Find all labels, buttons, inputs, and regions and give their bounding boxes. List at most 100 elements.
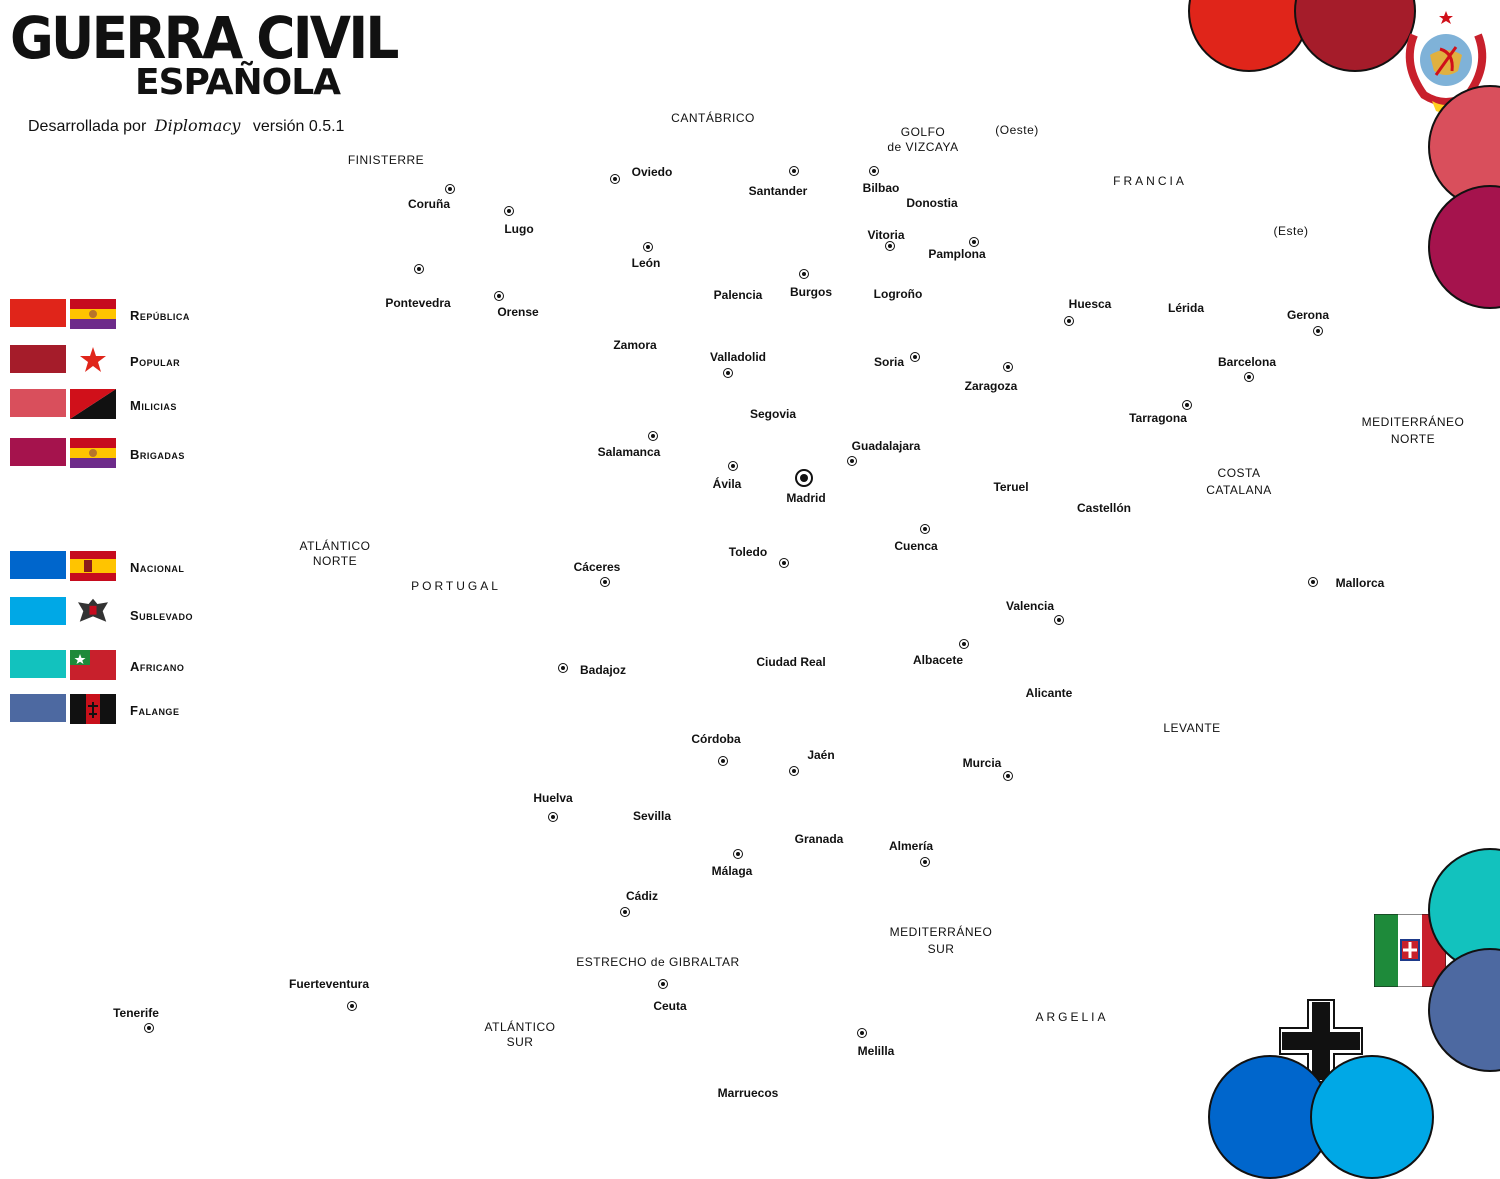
city-label[interactable]: Valladolid [709, 350, 767, 364]
city-label[interactable]: Coruña [408, 197, 450, 211]
city-label[interactable]: Sevilla [632, 809, 672, 823]
city-marker[interactable] [920, 524, 930, 534]
city-label[interactable]: Logroño [873, 287, 923, 301]
city-label[interactable]: Huelva [533, 791, 573, 805]
city-label[interactable]: Zamora [613, 338, 657, 352]
city-marker[interactable] [959, 639, 969, 649]
city-label[interactable]: Zaragoza [964, 379, 1018, 393]
capital-marker[interactable] [795, 469, 813, 487]
city-marker[interactable] [648, 431, 658, 441]
city-label[interactable]: Badajoz [579, 663, 627, 677]
city-label[interactable]: Lérida [1167, 301, 1205, 315]
city-label[interactable]: Bilbao [862, 181, 900, 195]
city-label[interactable]: Alicante [1025, 686, 1073, 700]
city-marker[interactable] [969, 237, 979, 247]
city-label[interactable]: Cádiz [625, 889, 659, 903]
city-marker[interactable] [723, 368, 733, 378]
city-marker[interactable] [347, 1001, 357, 1011]
city-label[interactable]: Pontevedra [385, 296, 451, 310]
region-label: MEDITERRÁNEO [889, 925, 993, 939]
city-label[interactable]: Huesca [1068, 297, 1112, 311]
city-marker[interactable] [1308, 577, 1318, 587]
city-label[interactable]: Guadalajara [851, 439, 921, 453]
region-label: de VIZCAYA [887, 140, 959, 154]
city-marker[interactable] [718, 756, 728, 766]
city-label[interactable]: Pamplona [928, 247, 986, 261]
faction-label: Africano [130, 659, 185, 674]
city-label[interactable]: Orense [497, 305, 539, 319]
city-marker[interactable] [658, 979, 668, 989]
city-label[interactable]: Gerona [1286, 308, 1330, 322]
city-label[interactable]: Madrid [786, 491, 826, 505]
city-label[interactable]: Ceuta [653, 999, 687, 1013]
city-label[interactable]: Ávila [712, 477, 742, 491]
city-marker[interactable] [504, 206, 514, 216]
city-label[interactable]: Cuenca [894, 539, 938, 553]
city-label[interactable]: Lugo [504, 222, 534, 236]
city-label[interactable]: León [631, 256, 661, 270]
city-marker[interactable] [885, 241, 895, 251]
city-marker[interactable] [620, 907, 630, 917]
city-label[interactable]: Almería [888, 839, 934, 853]
city-label[interactable]: Fuerteventura [288, 977, 370, 991]
city-label[interactable]: Ciudad Real [756, 655, 826, 669]
game-subtitle: ESPAÑOLA [135, 62, 341, 103]
city-marker[interactable] [1182, 400, 1192, 410]
city-marker[interactable] [857, 1028, 867, 1038]
city-label[interactable]: Donostia [906, 196, 958, 210]
city-marker[interactable] [144, 1023, 154, 1033]
city-marker[interactable] [779, 558, 789, 568]
city-label[interactable]: Tarragona [1129, 411, 1187, 425]
city-marker[interactable] [1003, 362, 1013, 372]
city-label[interactable]: Murcia [962, 756, 1002, 770]
city-label[interactable]: Oviedo [631, 165, 673, 179]
city-marker[interactable] [1003, 771, 1013, 781]
city-label[interactable]: Soria [873, 355, 905, 369]
city-label[interactable]: Santander [748, 184, 808, 198]
city-marker[interactable] [789, 166, 799, 176]
city-marker[interactable] [1064, 316, 1074, 326]
city-label[interactable]: Valencia [1005, 599, 1055, 613]
city-marker[interactable] [445, 184, 455, 194]
city-label[interactable]: Córdoba [691, 732, 741, 746]
city-marker[interactable] [799, 269, 809, 279]
city-label[interactable]: Vitoria [867, 228, 905, 242]
city-label[interactable]: Jaén [807, 748, 835, 762]
city-label[interactable]: Palencia [713, 288, 763, 302]
city-marker[interactable] [789, 766, 799, 776]
city-label[interactable]: Toledo [728, 545, 768, 559]
city-label[interactable]: Melilla [857, 1044, 895, 1058]
city-label[interactable]: Segovia [749, 407, 797, 421]
city-label[interactable]: Granada [794, 832, 844, 846]
faction-swatch [10, 650, 66, 678]
city-label[interactable]: Castellón [1076, 501, 1132, 515]
city-marker[interactable] [1313, 326, 1323, 336]
city-label[interactable]: Barcelona [1217, 355, 1277, 369]
city-marker[interactable] [548, 812, 558, 822]
city-label[interactable]: Albacete [912, 653, 964, 667]
city-label[interactable]: Salamanca [597, 445, 661, 459]
city-marker[interactable] [600, 577, 610, 587]
city-label[interactable]: Tenerife [113, 1006, 159, 1020]
city-marker[interactable] [1054, 615, 1064, 625]
city-marker[interactable] [847, 456, 857, 466]
city-marker[interactable] [910, 352, 920, 362]
credit-prefix: Desarrollada por [28, 118, 147, 135]
city-label[interactable]: Málaga [711, 864, 753, 878]
city-marker[interactable] [869, 166, 879, 176]
city-label[interactable]: Teruel [993, 480, 1029, 494]
city-marker[interactable] [1244, 372, 1254, 382]
city-marker[interactable] [558, 663, 568, 673]
city-marker[interactable] [643, 242, 653, 252]
city-label[interactable]: Burgos [790, 285, 832, 299]
city-marker[interactable] [414, 264, 424, 274]
city-marker[interactable] [920, 857, 930, 867]
city-marker[interactable] [728, 461, 738, 471]
city-marker[interactable] [610, 174, 620, 184]
city-label[interactable]: Mallorca [1335, 576, 1385, 590]
city-marker[interactable] [733, 849, 743, 859]
city-label[interactable]: Cáceres [573, 560, 621, 574]
anarchist-flag-icon [70, 389, 116, 419]
faction-swatch [10, 389, 66, 417]
city-marker[interactable] [494, 291, 504, 301]
